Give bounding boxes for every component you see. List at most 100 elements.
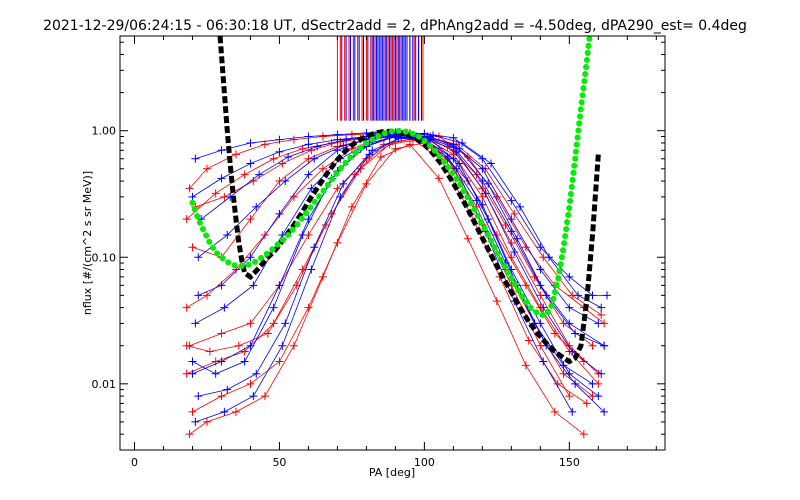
data-point	[550, 407, 559, 416]
data-point	[347, 130, 356, 139]
data-point	[501, 220, 510, 229]
data-point	[318, 272, 327, 281]
threshold-lines	[336, 36, 424, 121]
data-point	[510, 248, 519, 257]
data-point	[246, 379, 255, 388]
data-point	[304, 132, 313, 141]
data-point	[255, 170, 264, 179]
data-point	[304, 215, 313, 224]
data-point	[307, 265, 316, 274]
data-point	[449, 143, 458, 152]
data-point	[391, 130, 400, 139]
data-point	[539, 303, 548, 312]
data-point	[405, 140, 414, 149]
series-line	[186, 136, 585, 362]
data-point	[559, 361, 568, 370]
data-point	[588, 291, 597, 300]
data-point	[347, 202, 356, 211]
data-point	[574, 291, 583, 300]
data-point	[365, 150, 374, 159]
data-point	[597, 310, 606, 319]
data-point	[588, 341, 597, 350]
data-point	[579, 357, 588, 366]
data-point	[455, 159, 464, 168]
chart-title: 2021-12-29/06:24:15 - 06:30:18 UT, dSect…	[43, 18, 747, 34]
y-tick-label: 0.10	[92, 251, 117, 264]
data-point	[571, 379, 580, 388]
data-point	[185, 184, 194, 193]
data-point	[220, 407, 229, 416]
series-3	[189, 36, 593, 318]
data-point	[600, 341, 609, 350]
data-point	[188, 192, 197, 201]
data-point	[298, 230, 307, 239]
data-point	[298, 265, 307, 274]
data-point	[481, 189, 490, 198]
data-point	[565, 319, 574, 328]
data-point	[310, 154, 319, 163]
data-point	[269, 303, 278, 312]
data-point	[217, 174, 226, 183]
data-point	[234, 341, 243, 350]
x-tick-label: 100	[414, 456, 435, 469]
data-point	[182, 303, 191, 312]
data-point	[510, 209, 519, 218]
data-point	[289, 135, 298, 144]
data-point	[452, 164, 461, 173]
data-point	[443, 152, 452, 161]
data-point	[194, 253, 203, 262]
x-tick-label: 50	[272, 456, 286, 469]
data-point	[304, 170, 313, 179]
data-point	[597, 303, 606, 312]
x-tick-label: 150	[559, 456, 580, 469]
data-point	[275, 209, 284, 218]
data-point	[182, 215, 191, 224]
data-point	[492, 297, 501, 306]
data-point	[188, 369, 197, 378]
data-point	[252, 202, 261, 211]
data-point	[478, 177, 487, 186]
model-curve-black	[217, 36, 601, 365]
data-point	[185, 430, 194, 439]
data-point	[205, 347, 214, 356]
model-curve-green	[189, 36, 593, 318]
y-tick-label: 0.01	[92, 378, 117, 391]
data-point	[385, 133, 394, 142]
data-point	[202, 164, 211, 173]
series-line	[192, 134, 599, 375]
data-point	[582, 399, 591, 408]
y-tick-label: 1.00	[92, 125, 117, 138]
data-point	[246, 215, 255, 224]
data-point	[194, 291, 203, 300]
data-point	[260, 392, 269, 401]
data-point	[304, 140, 313, 149]
data-point	[318, 164, 327, 173]
data-point	[275, 147, 284, 156]
data-point	[472, 196, 481, 205]
series-line	[192, 136, 599, 397]
data-point	[223, 385, 232, 394]
data-point	[191, 154, 200, 163]
data-point	[565, 392, 574, 401]
x-axis-label: PA [deg]	[369, 466, 415, 479]
data-point	[571, 329, 580, 338]
data-point	[565, 272, 574, 281]
data-point	[240, 357, 249, 366]
data-point	[275, 135, 284, 144]
data-point	[318, 132, 327, 141]
data-point	[220, 303, 229, 312]
data-point	[391, 144, 400, 153]
plot-frame	[119, 35, 666, 451]
data-point	[333, 146, 342, 155]
data-point	[240, 170, 249, 179]
data-point	[484, 179, 493, 188]
data-series	[182, 36, 612, 439]
data-point	[188, 243, 197, 252]
data-point	[217, 329, 226, 338]
x-tick-label: 0	[131, 456, 138, 469]
series-line	[192, 142, 570, 413]
data-point	[231, 407, 240, 416]
data-point	[289, 341, 298, 350]
data-point	[568, 347, 577, 356]
data-point	[307, 146, 316, 155]
